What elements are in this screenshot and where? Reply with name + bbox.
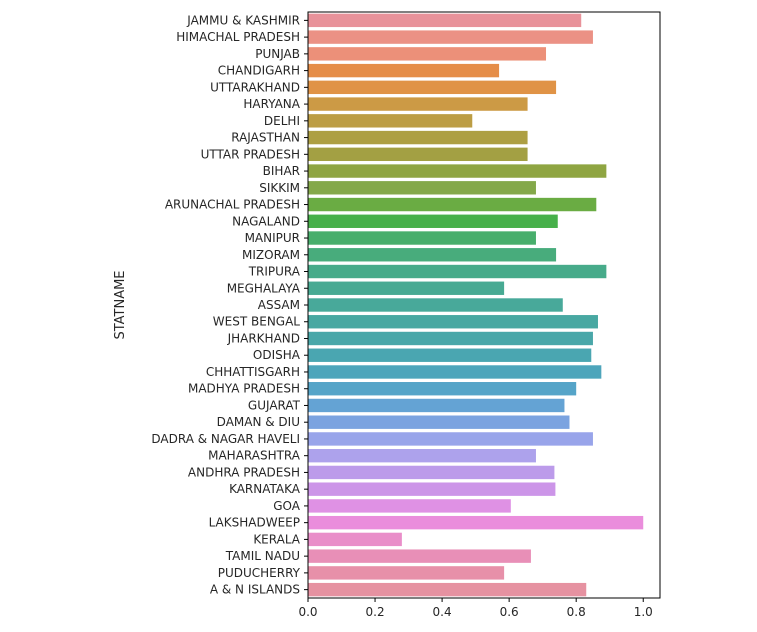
bar — [308, 365, 602, 379]
y-tick-label: SIKKIM — [259, 181, 300, 195]
x-tick-label: 0.8 — [567, 605, 586, 619]
y-tick-label: MADHYA PRADESH — [188, 382, 300, 396]
y-tick-label: HIMACHAL PRADESH — [176, 30, 300, 44]
bar — [308, 13, 582, 28]
y-tick-label: UTTAR PRADESH — [201, 147, 300, 161]
bar — [308, 231, 536, 245]
bar — [308, 114, 473, 128]
y-tick-label: PUDUCHERRY — [218, 566, 301, 580]
y-tick-label: KERALA — [253, 532, 300, 546]
y-tick-label: PUNJAB — [255, 47, 300, 61]
bar — [308, 80, 557, 95]
bar — [308, 164, 607, 178]
y-tick-label: ARUNACHAL PRADESH — [165, 198, 300, 212]
y-tick-labels: JAMMU & KASHMIR HIMACHAL PRADESH PUNJAB CHA… — [151, 13, 308, 597]
bar — [308, 515, 644, 530]
y-tick-label: A & N ISLANDS — [210, 583, 300, 597]
x-tick-label: 1.0 — [634, 605, 653, 619]
bar — [308, 315, 598, 329]
y-tick-label: GOA — [273, 499, 301, 513]
y-tick-label: LAKSHADWEEP — [209, 516, 300, 530]
bar — [308, 63, 500, 78]
bar — [308, 348, 592, 362]
y-tick-label: WEST BENGAL — [213, 315, 301, 329]
y-tick-label: BIHAR — [263, 164, 300, 178]
bar — [308, 432, 593, 446]
bar — [308, 499, 511, 513]
bar — [308, 448, 536, 463]
y-tick-label: MIZORAM — [242, 248, 300, 262]
y-tick-label: ODISHA — [253, 348, 301, 362]
bar — [308, 147, 528, 162]
y-tick-label: DELHI — [264, 114, 300, 128]
y-tick-label: TRIPURA — [248, 265, 301, 279]
bar — [308, 566, 505, 580]
y-tick-label: NAGALAND — [232, 214, 300, 228]
bar — [308, 181, 536, 195]
y-tick-label: RAJASTHAN — [231, 131, 300, 145]
y-tick-label: JHARKHAND — [227, 331, 300, 345]
y-tick-label: UTTARAKHAND — [210, 80, 300, 94]
bar — [308, 264, 607, 279]
y-tick-label: CHANDIGARH — [218, 64, 300, 78]
bar — [308, 549, 531, 563]
y-tick-label: TAMIL NADU — [225, 549, 300, 563]
bar — [308, 415, 570, 429]
x-axis: 0.0 0.2 0.4 0.6 0.8 1.0 — [298, 598, 653, 619]
y-tick-label: ASSAM — [258, 298, 300, 312]
y-tick-label: CHHATTISGARH — [206, 365, 300, 379]
bar — [308, 331, 593, 346]
y-tick-label: GUJARAT — [248, 398, 301, 412]
bar — [308, 214, 558, 228]
bar — [308, 532, 402, 547]
bar — [308, 382, 577, 396]
bar — [308, 281, 505, 295]
x-tick-label: 0.0 — [298, 605, 317, 619]
x-tick-label: 0.2 — [366, 605, 385, 619]
bar — [308, 482, 556, 496]
bar — [308, 97, 528, 111]
y-tick-label: JAMMU & KASHMIR — [186, 13, 300, 27]
bar — [308, 130, 528, 145]
y-tick-label: MEGHALAYA — [227, 281, 301, 295]
y-tick-label: MAHARASHTRA — [208, 449, 301, 463]
bar — [308, 197, 597, 212]
bars-group — [308, 13, 644, 597]
y-tick-label: DAMAN & DIU — [217, 415, 300, 429]
bar — [308, 298, 563, 312]
x-tick-label: 0.6 — [500, 605, 519, 619]
bar — [308, 30, 593, 44]
plot-frame — [307, 11, 661, 599]
y-tick-label: MANIPUR — [245, 231, 300, 245]
bar — [308, 47, 547, 61]
bar — [308, 582, 587, 597]
bar — [308, 248, 557, 262]
y-axis-label: STATNAME — [113, 270, 128, 339]
bar — [308, 398, 565, 413]
bar — [308, 465, 555, 480]
y-tick-label: KARNATAKA — [229, 482, 301, 496]
y-tick-label: HARYANA — [243, 97, 300, 111]
x-tick-label: 0.4 — [433, 605, 452, 619]
y-tick-label: ANDHRA PRADESH — [188, 465, 300, 479]
y-tick-label: DADRA & NAGAR HAVELI — [151, 432, 300, 446]
